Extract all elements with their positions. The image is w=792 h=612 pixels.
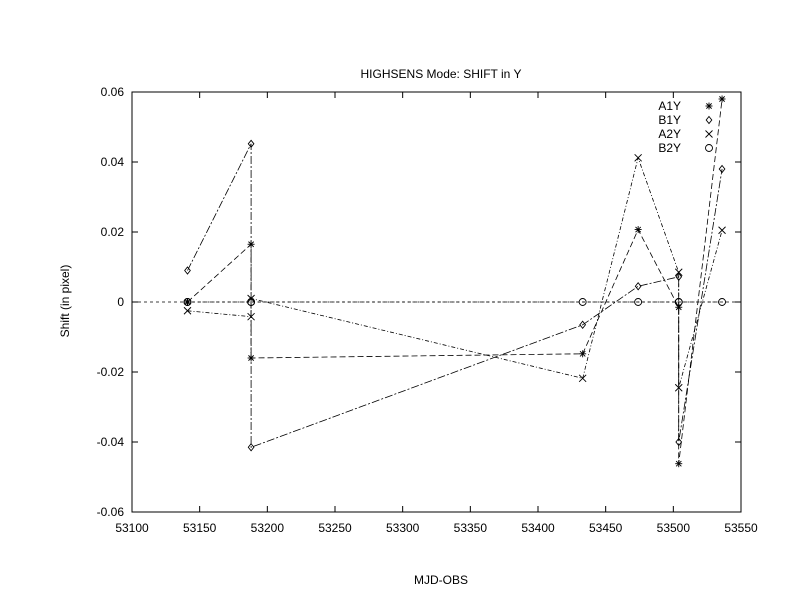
data-point-a1y	[718, 95, 726, 103]
data-point-a1y	[675, 460, 683, 468]
data-point-a2y	[183, 306, 192, 315]
y-tick-label: 0.02	[101, 225, 125, 239]
data-point-a1y	[634, 226, 642, 234]
y-tick-label: 0	[117, 295, 124, 309]
x-tick-label: 53100	[115, 521, 149, 535]
y-tick-label: 0.04	[101, 155, 125, 169]
data-point-a1y	[183, 298, 191, 306]
x-tick-label: 53200	[251, 521, 285, 535]
data-point-b1y	[634, 282, 642, 291]
x-tick-label: 53550	[724, 521, 758, 535]
data-point-b2y	[634, 298, 643, 306]
data-point-b1y	[247, 443, 255, 452]
x-tick-label: 53150	[183, 521, 217, 535]
legend-entry-a1y: A1Y	[658, 99, 681, 113]
x-tick-label: 53250	[318, 521, 352, 535]
data-point-a1y	[247, 240, 255, 248]
chart-title: HIGHSENS Mode: SHIFT in Y	[361, 67, 522, 81]
data-point-b1y	[579, 320, 587, 329]
data-point-b2y	[247, 298, 256, 306]
legend-marker-b1y	[705, 115, 713, 125]
y-axis-label: Shift (in pixel)	[58, 265, 72, 338]
data-point-a2y	[634, 153, 642, 162]
y-tick-label: -0.02	[97, 365, 125, 379]
x-tick-label: 53300	[386, 521, 420, 535]
y-tick-label: -0.04	[97, 435, 125, 449]
data-point-b2y	[718, 298, 727, 306]
data-point-b2y	[578, 298, 587, 306]
data-point-b1y	[247, 139, 255, 149]
data-point-a2y	[674, 383, 683, 392]
data-point-b2y	[183, 298, 192, 306]
legend-marker-a1y	[705, 102, 713, 110]
x-tick-label: 53400	[521, 521, 555, 535]
legend-entry-b2y: B2Y	[658, 141, 681, 155]
y-tick-label: -0.06	[97, 505, 125, 519]
data-point-b1y	[675, 272, 683, 282]
y-tick-label: 0.06	[101, 85, 125, 99]
legend-entry-b1y: B1Y	[658, 113, 681, 127]
x-tick-label: 53500	[657, 521, 691, 535]
data-point-a1y	[579, 350, 587, 358]
series-line-a1y	[187, 98, 723, 464]
data-point-b1y	[718, 164, 726, 174]
data-point-a2y	[674, 268, 683, 277]
series-line-a2y	[187, 156, 723, 388]
data-point-a2y	[718, 226, 726, 235]
legend-marker-b2y	[705, 144, 713, 152]
data-point-b1y	[675, 437, 683, 447]
legend-marker-a2y	[705, 130, 713, 138]
data-point-a2y	[578, 374, 587, 383]
series-line-b1y	[187, 143, 723, 448]
legend-entry-a2y: A2Y	[658, 127, 681, 141]
x-tick-label: 53350	[454, 521, 488, 535]
data-point-a1y	[247, 354, 255, 362]
data-point-b2y	[674, 298, 683, 306]
data-point-a2y	[247, 312, 255, 321]
data-point-b1y	[184, 266, 191, 275]
x-tick-label: 53450	[589, 521, 623, 535]
x-axis-label: MJD-OBS	[414, 573, 468, 587]
